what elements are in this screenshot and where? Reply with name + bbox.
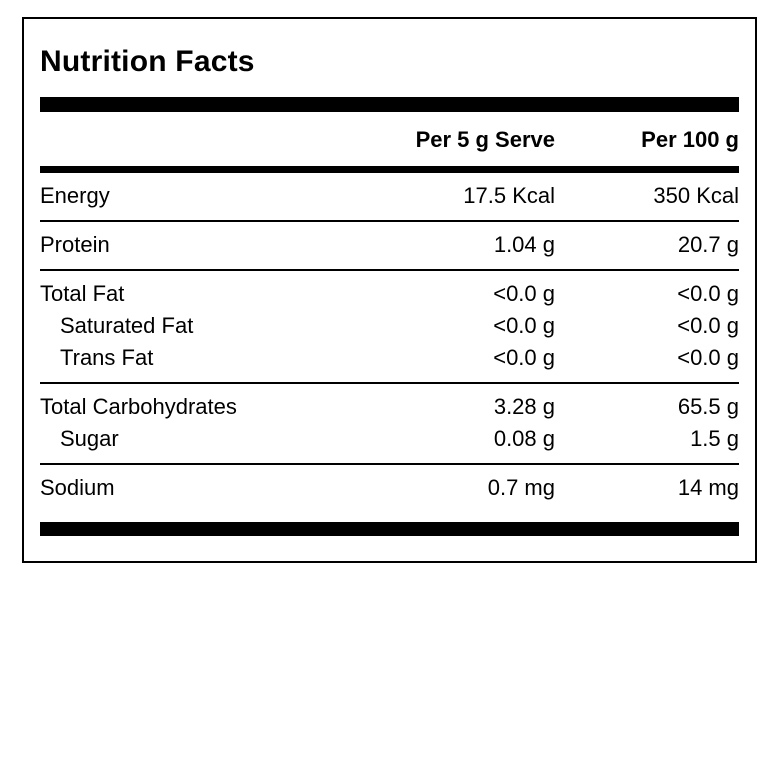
nutrient-value-per-100g: 20.7 g [677,232,739,257]
nutrient-row: Saturated Fat <0.0 g <0.0 g [40,310,739,342]
nutrient-value-per-100g: 65.5 g [677,394,739,419]
nutrient-name: Protein [40,232,110,257]
nutrient-section: Energy 17.5 Kcal 350 Kcal [40,173,739,222]
label-title: Nutrition Facts [40,45,255,78]
nutrient-row: Sodium 0.7 mg 14 mg [40,472,739,504]
nutrient-row: Total Fat <0.0 g <0.0 g [40,278,739,310]
nutrient-name: Trans Fat [60,345,154,370]
nutrient-value-per-100g: <0.0 g [677,345,739,370]
nutrient-row: Energy 17.5 Kcal 350 Kcal [40,180,739,212]
nutrient-value-per-serve: 17.5 Kcal [463,183,555,208]
nutrient-value-per-100g: 350 Kcal [653,183,739,208]
column-header-per-100g: Per 100 g [641,127,739,152]
nutrient-name: Total Carbohydrates [40,394,237,419]
nutrient-row: Protein 1.04 g 20.7 g [40,229,739,261]
nutrient-value-per-100g: 14 mg [677,475,739,500]
footer-bar [40,522,739,536]
nutrient-name: Sodium [40,475,115,500]
nutrient-name: Energy [40,183,110,208]
nutrient-section: Sodium 0.7 mg 14 mg [40,465,739,512]
nutrient-name: Total Fat [40,281,125,306]
nutrient-value-per-serve: <0.0 g [493,281,555,306]
nutrient-value-per-serve: 1.04 g [493,232,555,257]
nutrient-value-per-100g: 1.5 g [690,426,739,451]
nutrient-value-per-serve: <0.0 g [493,345,555,370]
nutrient-row: Total Carbohydrates 3.28 g 65.5 g [40,391,739,423]
nutrient-value-per-serve: 0.08 g [493,426,555,451]
title-divider-bar [40,97,739,112]
header-divider-bar [40,166,739,173]
nutrient-section: Protein 1.04 g 20.7 g [40,222,739,271]
nutrient-name: Saturated Fat [60,313,194,338]
nutrient-value-per-serve: 3.28 g [493,394,555,419]
nutrient-value-per-100g: <0.0 g [677,313,739,338]
nutrient-value-per-serve: <0.0 g [493,313,555,338]
column-header-row: Per 5 g Serve Per 100 g [40,126,739,154]
nutrient-row: Sugar 0.08 g 1.5 g [40,423,739,455]
nutrition-facts-label: Nutrition Facts Per 5 g Serve Per 100 g … [22,17,757,563]
nutrient-table: Energy 17.5 Kcal 350 Kcal Protein 1.04 g 20.7… [40,173,739,512]
column-header-per-serve: Per 5 g Serve [415,127,555,152]
nutrient-row: Trans Fat <0.0 g <0.0 g [40,342,739,374]
nutrient-value-per-100g: <0.0 g [677,281,739,306]
nutrient-value-per-serve: 0.7 mg [487,475,555,500]
nutrient-section: Total Carbohydrates 3.28 g 65.5 g Sugar 0.08… [40,384,739,465]
nutrient-section: Total Fat <0.0 g <0.0 g Saturated Fat <0.0 g… [40,271,739,384]
nutrient-name: Sugar [60,426,119,451]
